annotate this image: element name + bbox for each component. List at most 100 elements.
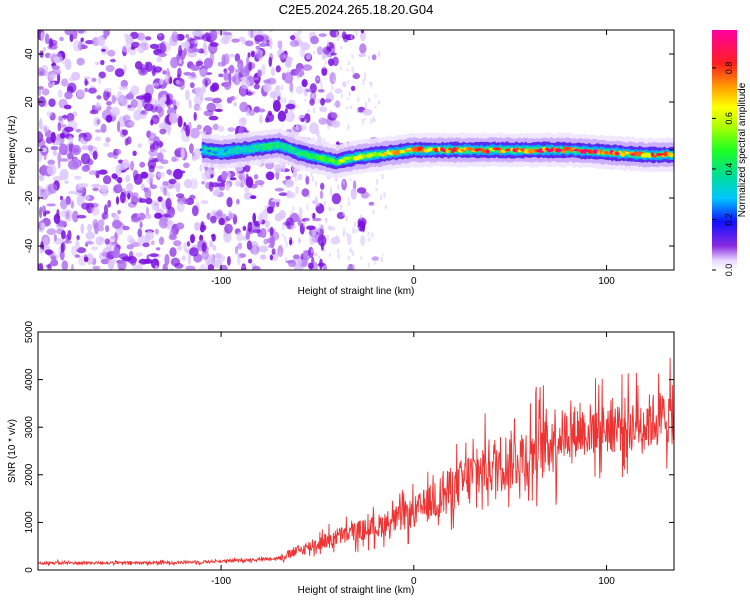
spectrogram-noise-speckle bbox=[282, 233, 285, 237]
spectrogram-noise-speckle bbox=[103, 89, 110, 101]
spectrogram-noise-speckle bbox=[365, 102, 368, 108]
spectrogram-noise-speckle bbox=[100, 59, 105, 66]
spectrogram-noise-speckle bbox=[118, 159, 124, 164]
spectrogram-noise-speckle bbox=[266, 113, 275, 122]
spectrogram-noise-speckle bbox=[96, 119, 101, 125]
spectrogram-noise-speckle bbox=[98, 169, 108, 175]
spectrogram-noise-speckle bbox=[85, 40, 94, 45]
spectrogram-noise-speckle bbox=[96, 95, 102, 100]
spectrogram-noise-speckle bbox=[193, 148, 201, 160]
spectrogram-noise-speckle bbox=[311, 200, 316, 204]
spectrogram-noise-speckle bbox=[39, 248, 44, 254]
spectrogram-noise-speckle bbox=[292, 174, 294, 178]
spectrogram-noise-speckle bbox=[245, 40, 254, 47]
spectrogram-noise-speckle bbox=[226, 197, 233, 208]
spectrogram-noise-speckle bbox=[149, 43, 159, 50]
spectrogram-noise-speckle bbox=[103, 30, 110, 37]
spectrogram-noise-speckle bbox=[212, 245, 217, 251]
spectrogram-noise-speckle bbox=[315, 129, 320, 137]
spectrogram-noise-speckle bbox=[138, 67, 148, 76]
spectrogram-noise-speckle bbox=[58, 143, 68, 156]
spectrogram-noise-speckle bbox=[328, 207, 331, 210]
spectrogram-noise-speckle bbox=[324, 98, 332, 103]
spectrogram-noise-speckle bbox=[166, 169, 172, 175]
spectrogram-noise-speckle bbox=[59, 168, 69, 181]
spectrogram-noise-speckle bbox=[347, 124, 350, 131]
spectrogram-noise-speckle bbox=[227, 54, 236, 58]
spectrogram-noise-speckle bbox=[378, 100, 381, 105]
spectrogram-noise-speckle bbox=[296, 105, 299, 108]
spectrogram-noise-speckle bbox=[354, 229, 357, 234]
spectrogram-noise-speckle bbox=[144, 36, 152, 41]
spectrogram-noise-speckle bbox=[254, 179, 265, 186]
spectrogram-noise-speckle bbox=[269, 254, 274, 261]
spectrogram-noise-speckle bbox=[331, 48, 334, 53]
spectrogram-noise-speckle bbox=[173, 240, 182, 247]
spectrogram-noise-speckle bbox=[360, 30, 365, 34]
spectrogram-noise-speckle bbox=[259, 114, 263, 124]
spectrogram-axes: -100 0 100 -40 -20 0 20 40 bbox=[24, 30, 674, 287]
spectrogram-noise-speckle bbox=[264, 220, 271, 228]
spectrogram-noise-speckle bbox=[279, 252, 281, 257]
spectrogram-noise-speckle bbox=[81, 165, 90, 172]
spectrogram-noise-speckle bbox=[113, 247, 120, 259]
spectrogram-noise-speckle bbox=[290, 35, 296, 41]
spectrogram-noise-speckle bbox=[349, 178, 352, 181]
spectrogram-noise-speckle bbox=[337, 36, 340, 41]
spectrogram-noise-speckle bbox=[291, 194, 294, 197]
spectrogram-noise-speckle bbox=[204, 79, 208, 88]
spectrogram-noise-speckle bbox=[281, 84, 284, 91]
spectrogram-noise-speckle bbox=[169, 247, 177, 258]
spectrogram-noise-speckle bbox=[318, 33, 327, 37]
spectrogram-noise-speckle bbox=[114, 68, 125, 78]
spectrogram-noise-speckle bbox=[312, 176, 314, 182]
spectrogram-noise-speckle bbox=[290, 225, 293, 231]
spectrogram-noise-speckle bbox=[351, 251, 354, 256]
spectrogram-noise-speckle bbox=[208, 42, 218, 54]
spectrogram-noise-speckle bbox=[238, 174, 244, 180]
spectrogram-noise-speckle bbox=[91, 183, 101, 188]
spectrogram-noise-speckle bbox=[123, 64, 127, 73]
spectrogram-noise-speckle bbox=[340, 204, 342, 210]
snr-y-tick-label: 4000 bbox=[24, 368, 35, 391]
spectrogram-noise-speckle bbox=[92, 187, 99, 192]
spectrogram-noise-speckle bbox=[39, 206, 43, 219]
spectrogram-noise-speckle bbox=[168, 178, 177, 185]
spectrogram-noise-speckle bbox=[88, 87, 97, 94]
spectrogram-signal-peak bbox=[375, 152, 379, 157]
spectrogram-noise-speckle bbox=[245, 176, 254, 189]
spectrogram-noise-speckle bbox=[203, 225, 207, 231]
spectrogram-noise-speckle bbox=[314, 198, 319, 208]
spectrogram-noise-speckle bbox=[341, 94, 343, 98]
spectrogram-noise-speckle bbox=[112, 219, 122, 229]
spectrogram-x-label: Height of straight line (km) bbox=[298, 286, 415, 297]
spectrogram-noise-speckle bbox=[92, 150, 98, 160]
spectrogram-noise-speckle bbox=[167, 206, 176, 218]
spectrogram-noise-speckle bbox=[281, 97, 284, 103]
spectrogram-noise-speckle bbox=[69, 33, 74, 42]
spectrogram-noise-speckle bbox=[206, 212, 211, 220]
spectrogram-noise-speckle bbox=[313, 121, 315, 124]
spectrogram-noise-speckle bbox=[363, 76, 366, 81]
spectrogram-noise-speckle bbox=[107, 259, 115, 270]
spectrogram-noise-speckle bbox=[292, 206, 295, 211]
spectrogram-noise-speckle bbox=[194, 87, 203, 94]
spectrogram-noise-speckle bbox=[175, 113, 180, 117]
spectrogram-noise-speckle bbox=[296, 261, 299, 266]
spectrogram-noise-speckle bbox=[355, 31, 358, 36]
spectrogram-noise-speckle bbox=[57, 161, 61, 169]
spectrogram-noise-speckle bbox=[317, 98, 320, 104]
spectrogram-noise-speckle bbox=[64, 126, 74, 133]
spectrogram-noise-speckle bbox=[127, 192, 131, 200]
spectrogram-noise-speckle bbox=[205, 169, 210, 178]
spectrogram-noise-speckle bbox=[274, 187, 284, 192]
spectrogram-noise-speckle bbox=[312, 50, 315, 55]
spectrogram-noise-speckle bbox=[166, 191, 171, 198]
spectrogram-noise-speckle bbox=[145, 42, 149, 51]
spectrogram-noise-speckle bbox=[124, 138, 129, 146]
snr-x-tick-label: -100 bbox=[211, 576, 231, 587]
spectrogram-noise-speckle bbox=[148, 132, 157, 142]
spectrogram-noise-speckle bbox=[87, 223, 93, 233]
spectrogram-noise-speckle bbox=[351, 54, 354, 59]
spectrogram-noise-speckle bbox=[357, 97, 360, 103]
